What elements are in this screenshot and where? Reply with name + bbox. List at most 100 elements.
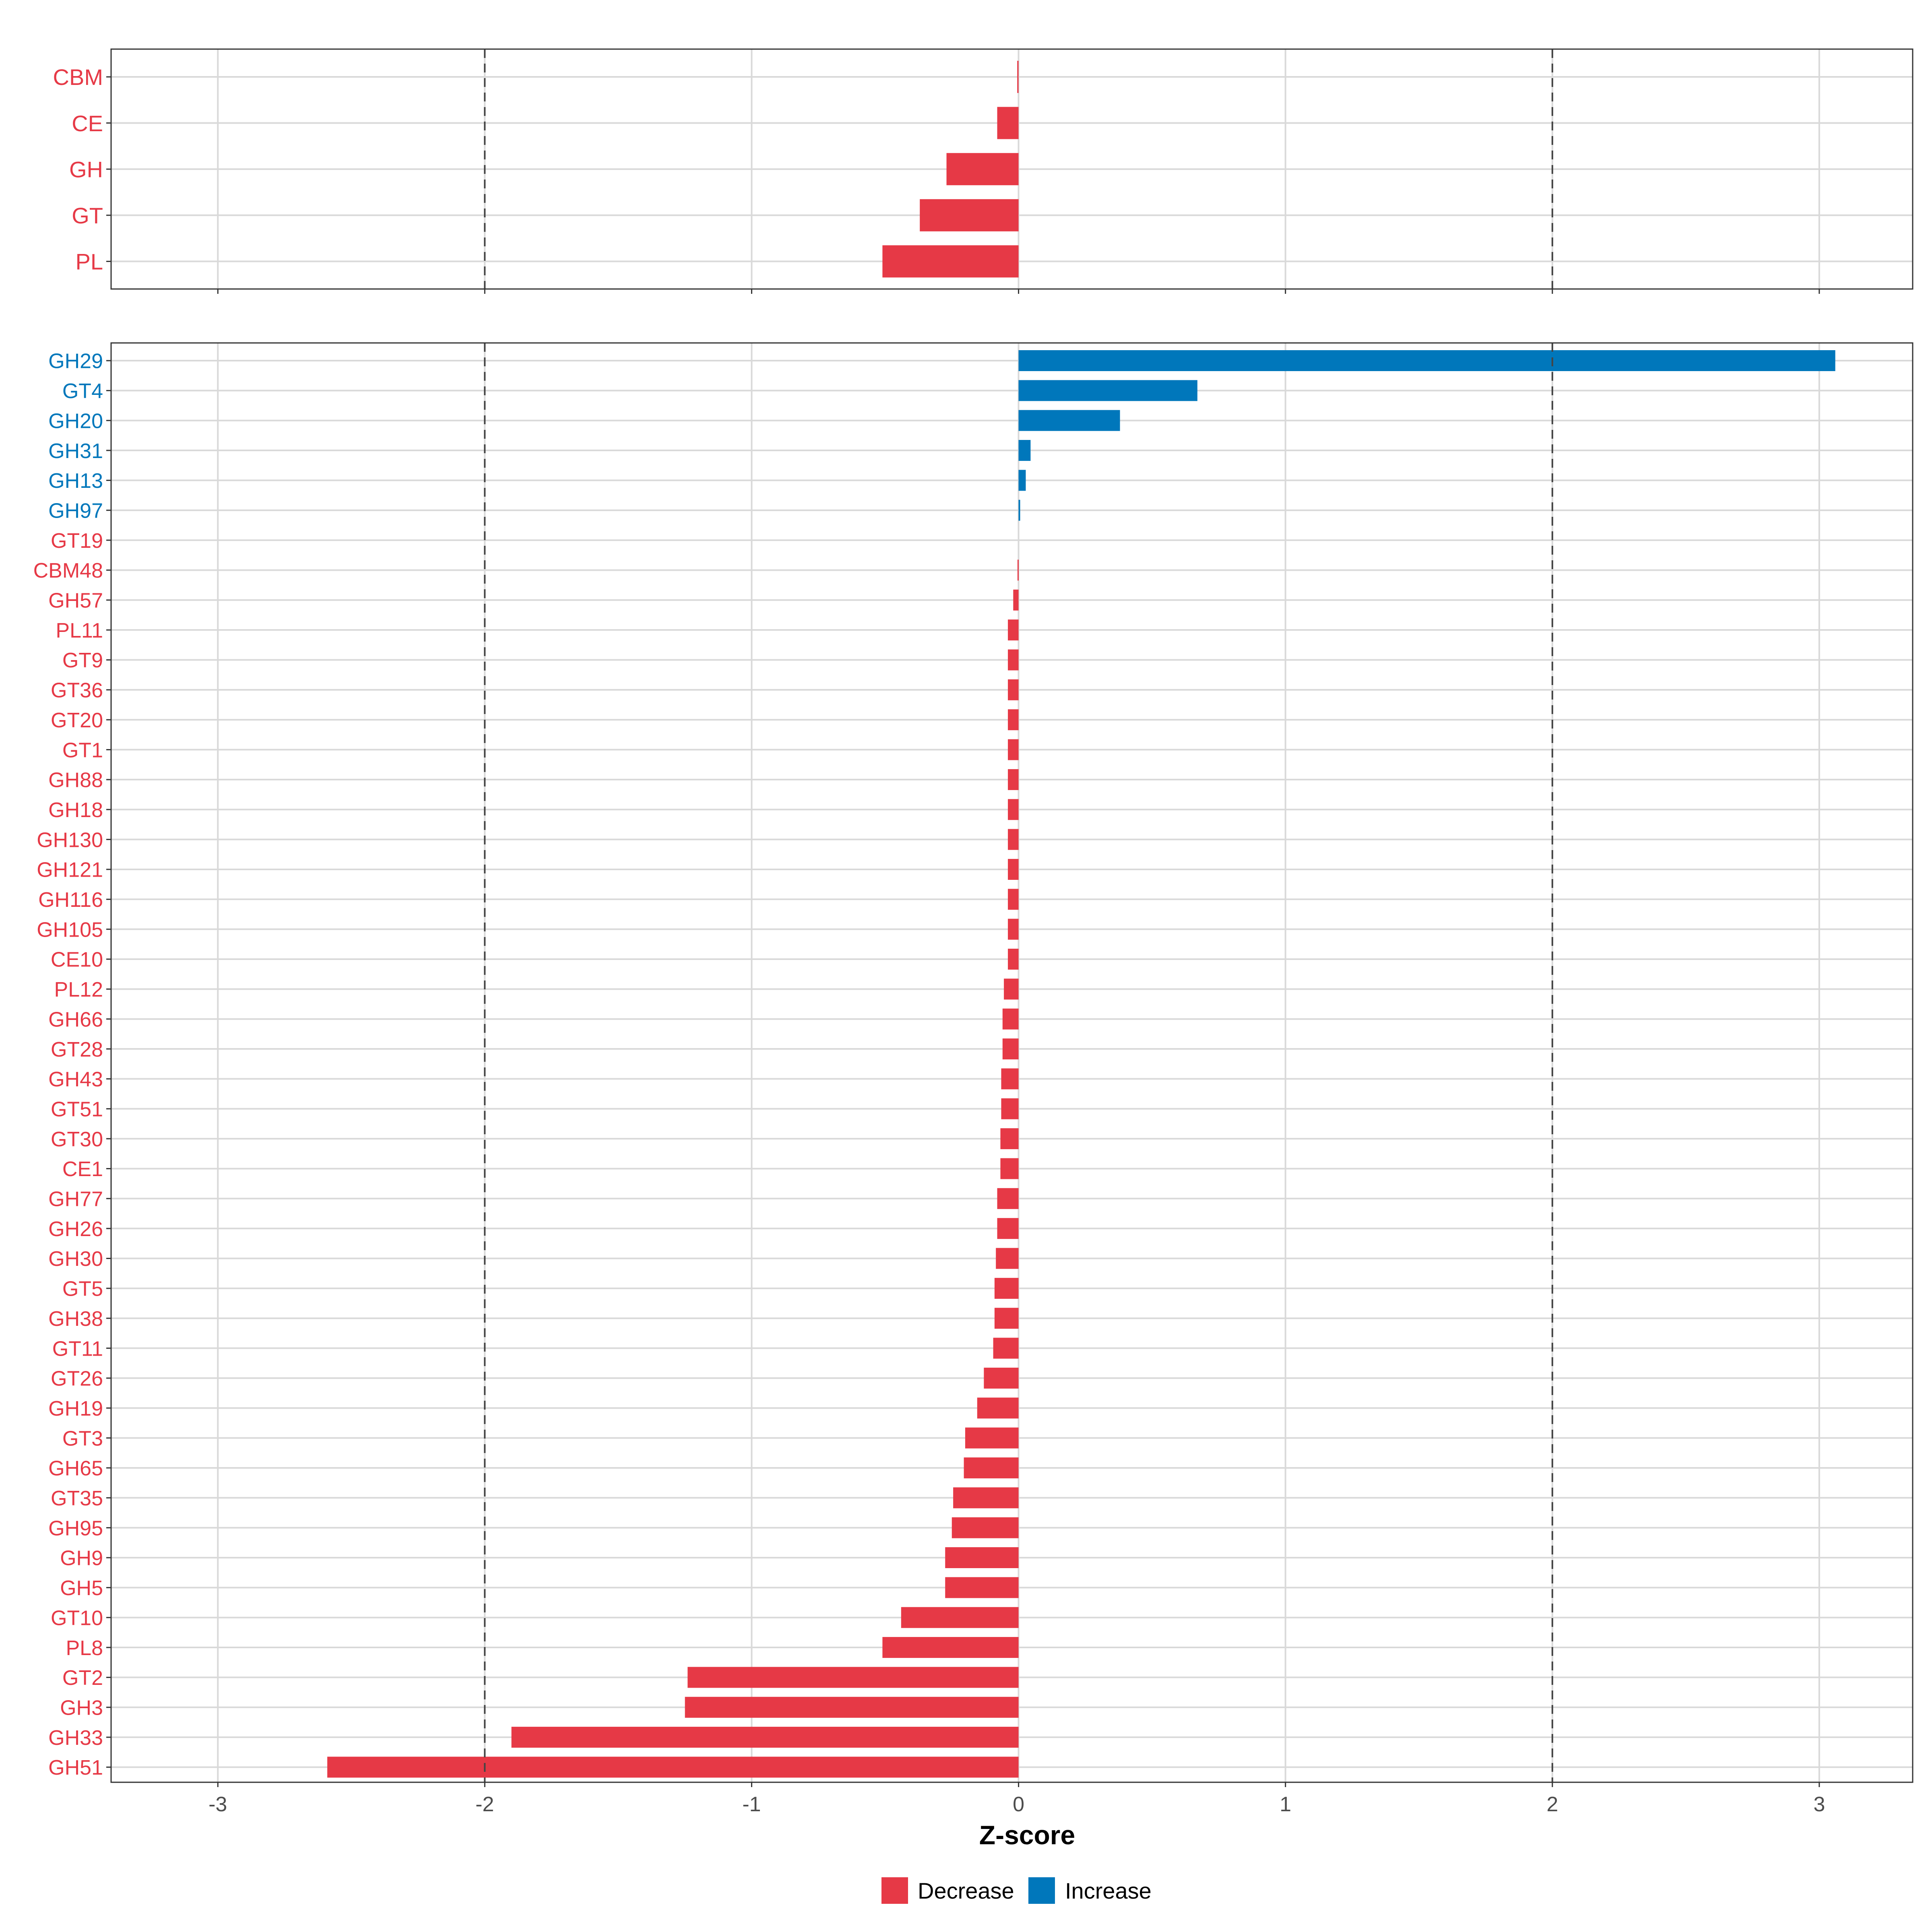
y-tick-label: GT19: [51, 529, 103, 553]
bar-gt36: [1008, 679, 1019, 700]
bar-pl: [882, 245, 1019, 278]
bar-gt20: [1008, 709, 1019, 731]
bar-gh105: [1008, 919, 1019, 940]
y-tick-label: GT11: [52, 1337, 103, 1360]
bar-gt35: [953, 1487, 1019, 1509]
y-tick-label: GT10: [51, 1606, 103, 1630]
y-tick-label: GH88: [48, 769, 103, 792]
bar-gt: [920, 199, 1019, 231]
bar-pl8: [882, 1637, 1019, 1658]
bar-gh31: [1018, 440, 1031, 461]
legend-label-decrease: Decrease: [918, 1878, 1014, 1903]
y-tick-label: GT30: [51, 1128, 103, 1151]
panel-border: [110, 342, 1913, 1783]
x-tick-label: -3: [208, 1793, 227, 1816]
x-tick-label: -1: [742, 1793, 761, 1816]
bar-gh66: [1002, 1008, 1019, 1030]
x-axis-title: Z-score: [979, 1820, 1075, 1850]
y-tick-label: PL12: [54, 978, 103, 1001]
y-tick-label: GH5: [60, 1577, 103, 1600]
bar-cbm48: [1017, 559, 1019, 581]
y-tick-label: CE: [72, 111, 103, 136]
bar-gt3: [965, 1427, 1019, 1449]
bar-gt11: [993, 1338, 1019, 1359]
x-tick-label: 0: [1013, 1793, 1024, 1816]
bar-gh95: [952, 1517, 1019, 1538]
y-tick-label: GH26: [48, 1218, 103, 1241]
y-tick-label: GT51: [51, 1098, 103, 1121]
bar-ce: [997, 107, 1019, 139]
y-tick-label: PL: [76, 249, 103, 275]
bar-gt5: [994, 1278, 1019, 1299]
y-tick-label: GT1: [62, 739, 103, 762]
bar-gh: [946, 153, 1019, 186]
y-tick-label: CBM: [53, 64, 103, 90]
bar-gh5: [945, 1577, 1019, 1598]
bar-gt4: [1018, 380, 1197, 401]
y-tick-label: GT9: [62, 649, 103, 672]
y-tick-label: PL11: [56, 619, 103, 642]
bar-gh3: [685, 1697, 1019, 1718]
y-tick-label: GH13: [48, 469, 103, 493]
top-panel: CBM CE GH GT PL: [53, 48, 1913, 294]
bar-gh88: [1008, 769, 1019, 790]
bar-gt51: [1001, 1098, 1019, 1119]
bar-gh13: [1018, 470, 1026, 491]
bar-gt28: [1002, 1038, 1019, 1060]
bar-gh121: [1008, 859, 1019, 880]
y-tick-label: GH3: [60, 1696, 103, 1719]
bar-gt10: [901, 1607, 1019, 1628]
bar-gh57: [1013, 589, 1019, 611]
y-tick-label: CBM48: [33, 559, 103, 582]
y-tick-label: GH51: [48, 1756, 103, 1779]
bar-gh51: [327, 1757, 1019, 1778]
bar-pl11: [1008, 619, 1019, 641]
y-tick-label: GT3: [62, 1427, 103, 1450]
y-tick-label: GH77: [48, 1188, 103, 1211]
legend-swatch-increase: [1028, 1877, 1055, 1904]
bar-gh33: [511, 1727, 1019, 1748]
y-tick-label: GH18: [48, 799, 103, 822]
legend-label-increase: Increase: [1065, 1878, 1152, 1903]
y-tick-label: GT35: [51, 1487, 103, 1510]
y-tick-label: GH31: [48, 440, 103, 463]
panel-background: [111, 343, 1913, 1782]
bar-pl12: [1004, 978, 1019, 1000]
y-tick-label: GH66: [48, 1008, 103, 1031]
y-tick-label: GT36: [51, 679, 103, 702]
bar-gh77: [997, 1188, 1019, 1209]
y-tick-label: GH19: [48, 1397, 103, 1420]
bar-gt26: [984, 1367, 1019, 1389]
y-tick-label: GH: [69, 157, 103, 182]
y-tick-label: GT: [72, 203, 103, 228]
x-tick-label: 3: [1813, 1793, 1825, 1816]
y-tick-label: GT20: [51, 709, 103, 732]
y-tick-label: GH57: [48, 589, 103, 613]
bar-gh26: [997, 1218, 1019, 1239]
y-tick-label: GH43: [48, 1068, 103, 1091]
bar-gt30: [1000, 1128, 1019, 1150]
bar-ce10: [1008, 949, 1019, 970]
bar-gh116: [1008, 889, 1019, 910]
bar-gh65: [964, 1457, 1019, 1478]
bar-gt1: [1008, 739, 1019, 760]
bar-gh19: [977, 1397, 1019, 1419]
y-tick-label: GT28: [51, 1038, 103, 1061]
y-tick-label: GH65: [48, 1457, 103, 1480]
y-tick-label: GH33: [48, 1726, 103, 1750]
y-tick-label: GT2: [62, 1666, 103, 1690]
y-tick-label: CE10: [51, 948, 103, 972]
bar-gh130: [1008, 829, 1019, 850]
y-tick-label: GT5: [62, 1278, 103, 1301]
bar-gh38: [994, 1308, 1019, 1329]
y-tick-label: GH30: [48, 1247, 103, 1271]
x-tick-label: 1: [1280, 1793, 1291, 1816]
bar-gt2: [687, 1667, 1019, 1688]
y-tick-label: GH29: [48, 350, 103, 373]
legend: Decrease Increase: [881, 1877, 1152, 1904]
bar-gh20: [1018, 410, 1120, 431]
y-tick-label: GT4: [62, 380, 103, 403]
legend-swatch-decrease: [881, 1877, 908, 1904]
y-tick-label: GH9: [60, 1547, 103, 1570]
